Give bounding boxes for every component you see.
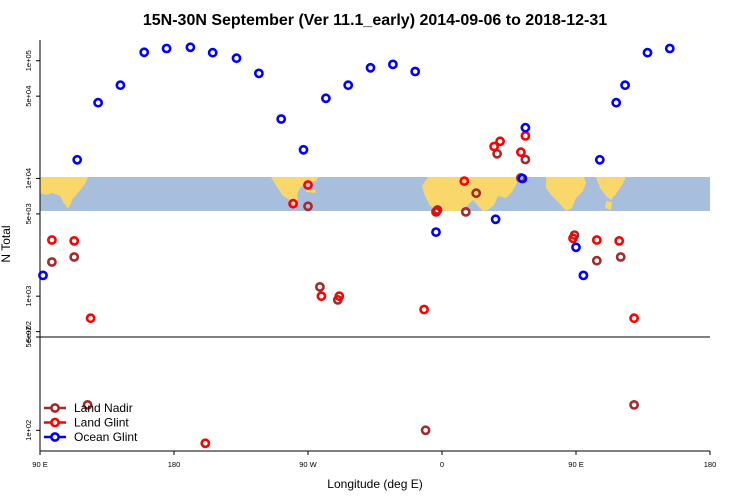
series-ocean-glint: [38, 42, 675, 281]
data-point: [85, 313, 96, 324]
data-point: [303, 180, 313, 190]
legend-label: Land Glint: [74, 416, 129, 430]
data-point: [207, 47, 218, 58]
legend-marker: [50, 432, 60, 442]
data-point: [69, 235, 80, 246]
x-tick-label: 90 W: [299, 460, 317, 469]
data-point: [516, 147, 526, 158]
legend-marker: [50, 417, 60, 428]
world-map-strip: [40, 177, 710, 211]
y-tick-label: 5e+02: [24, 321, 33, 342]
data-point: [69, 252, 80, 262]
plot-frame: [39, 40, 710, 452]
y-axis-ticks: 5e+02 1e+03 5e+03 1e+04 5e+04 1e+05 5e+02 1e+02: [24, 50, 40, 441]
data-point: [629, 399, 639, 410]
map-land-island: [66, 199, 70, 208]
series-land-glint: [47, 130, 639, 449]
y-tick-label: 1e+04: [24, 168, 33, 189]
data-point: [568, 233, 578, 244]
data-point: [47, 257, 57, 267]
x-tick-label: 180: [168, 460, 181, 469]
y-tick-label: 5e+02: [24, 326, 33, 347]
y-tick-label: 1e+02: [24, 420, 33, 441]
data-point: [664, 43, 675, 54]
y-tick-label: 5e+03: [24, 203, 33, 224]
data-point: [520, 122, 531, 133]
x-axis-ticks: 90 E 180 90 W 0 90 E 180: [32, 451, 716, 469]
data-point: [185, 42, 196, 53]
chart-title: 15N-30N September (Ver 11.1_early) 2014-…: [143, 12, 607, 29]
data-point: [615, 252, 626, 262]
data-point: [231, 53, 242, 64]
x-tick-label: 90 E: [568, 460, 583, 469]
data-point: [387, 59, 398, 70]
data-point: [489, 141, 499, 152]
data-point: [490, 214, 501, 225]
data-point: [611, 97, 622, 108]
data-point: [420, 425, 431, 436]
data-point: [594, 154, 605, 165]
data-point: [614, 235, 625, 246]
data-point: [72, 154, 83, 165]
data-point: [642, 47, 653, 58]
data-point: [620, 80, 630, 91]
y-tick-label: 1e+03: [24, 286, 33, 307]
data-point: [38, 270, 48, 281]
data-point: [343, 80, 354, 91]
data-point: [591, 255, 602, 266]
data-point: [298, 144, 309, 155]
map-land-americas: [271, 177, 318, 205]
data-point: [578, 270, 589, 281]
data-point: [460, 206, 471, 217]
data-point: [93, 97, 103, 108]
map-land-india: [546, 177, 586, 211]
y-tick-label: 1e+05: [24, 50, 33, 71]
data-point: [320, 93, 331, 104]
data-point: [520, 154, 531, 165]
data-point: [419, 304, 429, 315]
data-point: [276, 114, 287, 124]
map-land-africa: [422, 177, 519, 211]
data-point: [365, 62, 376, 73]
map-land-asia-east: [596, 177, 626, 200]
data-point: [200, 438, 211, 449]
map-land-sea-islands: [605, 201, 612, 210]
x-tick-label: 0: [440, 460, 444, 469]
y-tick-label: 5e+04: [24, 86, 33, 107]
data-point: [314, 281, 325, 292]
x-tick-label: 180: [704, 460, 717, 469]
data-point: [303, 201, 313, 212]
data-point: [471, 188, 482, 199]
data-point: [459, 176, 470, 186]
data-point: [288, 198, 298, 209]
legend-marker: [50, 403, 60, 413]
data-point: [82, 399, 93, 410]
data-points: [38, 42, 675, 449]
data-point: [431, 227, 441, 237]
data-point: [571, 242, 581, 253]
data-point: [47, 235, 57, 245]
y-axis-label: N Total: [0, 225, 13, 262]
data-point: [517, 173, 528, 184]
data-point: [334, 291, 345, 302]
data-point: [115, 80, 126, 91]
legend-label: Land Nadir: [74, 401, 133, 415]
map-land-asia: [40, 177, 88, 206]
data-point: [495, 136, 505, 147]
data-point: [431, 206, 441, 217]
x-tick-label: 90 E: [32, 460, 47, 469]
data-point: [139, 47, 150, 58]
data-point: [253, 68, 264, 79]
data-point: [591, 235, 602, 245]
data-point: [520, 130, 531, 141]
map-land-caribbean: [306, 189, 316, 193]
data-point: [161, 43, 172, 54]
data-point: [410, 66, 421, 77]
data-point: [316, 291, 327, 302]
x-axis-label: Longitude (deg E): [327, 477, 422, 491]
data-point: [629, 313, 639, 324]
legend-label: Ocean Glint: [74, 430, 138, 444]
